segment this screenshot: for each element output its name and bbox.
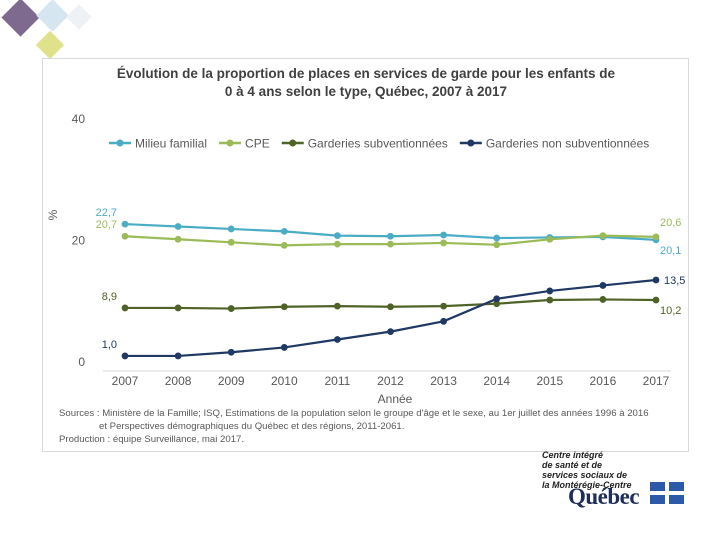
x-tick-label: 2014 xyxy=(483,374,510,388)
source-note: Production : équipe Surveillance, mai 20… xyxy=(59,434,244,445)
logo-line-3: services sociaux de xyxy=(542,470,628,480)
data-label: 8,9 xyxy=(102,291,117,303)
x-tick-label: 2016 xyxy=(590,374,617,388)
source-note: Sources : Ministère de la Famille; ISQ, … xyxy=(59,408,649,419)
legend-label: Garderies subventionnées xyxy=(308,137,448,151)
legend-swatch-marker xyxy=(467,139,475,147)
data-point xyxy=(652,276,660,284)
data-point xyxy=(227,348,235,356)
data-point xyxy=(227,305,235,312)
data-label: 22,7 xyxy=(96,207,117,219)
data-point xyxy=(387,232,394,240)
x-tick-label: 2011 xyxy=(324,374,350,388)
data-point xyxy=(280,241,288,249)
logo-line-2: de santé et de xyxy=(542,460,603,470)
x-tick-label: 2010 xyxy=(271,374,298,388)
legend-label: Milieu familial xyxy=(135,137,207,151)
data-point xyxy=(334,232,341,240)
logo-line-1: Centre intégré xyxy=(542,450,604,460)
legend-label: Garderies non subventionnées xyxy=(486,137,649,151)
x-tick-label: 2013 xyxy=(430,374,457,388)
data-point xyxy=(334,240,341,248)
y-tick-label: 0 xyxy=(78,355,85,369)
data-point xyxy=(280,344,288,351)
data-point xyxy=(227,225,235,233)
quebec-flag-icon xyxy=(650,482,684,504)
logo-line-4: la Montérégie-Centre xyxy=(542,480,632,490)
chart-title-line-2: 0 à 4 ans selon le type, Québec, 2007 à … xyxy=(225,84,507,99)
data-point xyxy=(121,304,129,312)
legend-swatch-marker xyxy=(116,139,124,147)
data-point xyxy=(493,295,501,303)
x-tick-label: 2015 xyxy=(536,374,563,388)
data-label: 10,2 xyxy=(660,305,681,317)
data-point xyxy=(387,303,394,311)
data-point xyxy=(440,239,447,247)
data-point xyxy=(440,317,447,325)
x-axis-label: Année xyxy=(378,392,413,406)
x-tick-label: 2007 xyxy=(112,374,139,388)
data-point xyxy=(174,235,182,243)
data-point xyxy=(599,282,607,289)
data-label: 13,5 xyxy=(664,275,685,287)
data-point xyxy=(121,220,129,228)
data-point xyxy=(121,232,129,240)
data-label: 20,6 xyxy=(660,217,681,229)
data-point xyxy=(174,304,182,312)
data-point xyxy=(334,302,341,310)
legend-label: CPE xyxy=(245,137,270,151)
data-label: 20,7 xyxy=(96,219,117,231)
chart-title-line-1: Évolution de la proportion de places en … xyxy=(117,66,616,81)
data-point xyxy=(334,336,341,343)
x-tick-label: 2012 xyxy=(377,374,404,388)
x-tick-label: 2017 xyxy=(643,374,670,388)
data-point xyxy=(440,302,447,310)
legend-swatch-marker xyxy=(289,139,297,147)
data-label: 20,1 xyxy=(660,245,681,257)
y-tick-label: 40 xyxy=(72,112,86,126)
data-point xyxy=(387,328,394,336)
data-point xyxy=(652,296,660,304)
decorative-diamond-blue xyxy=(36,0,69,32)
data-point xyxy=(174,223,182,230)
data-point xyxy=(546,235,554,243)
line-chart: Évolution de la proportion de places en … xyxy=(46,66,685,445)
data-point xyxy=(227,238,235,246)
x-tick-label: 2008 xyxy=(165,374,192,388)
data-point xyxy=(174,352,182,360)
y-tick-label: 20 xyxy=(72,234,86,248)
source-note: et Perspectives démographiques du Québec… xyxy=(99,421,404,432)
data-point xyxy=(493,300,501,308)
data-point xyxy=(599,296,607,303)
quebec-wordmark: Québec xyxy=(568,484,640,509)
legend-swatch-marker xyxy=(226,139,234,147)
y-axis-label: % xyxy=(46,209,60,220)
data-point xyxy=(546,296,554,304)
data-point xyxy=(121,352,129,360)
series-line xyxy=(125,278,657,358)
decorative-diamond-grey xyxy=(66,4,92,30)
data-point xyxy=(440,231,447,239)
decorative-diamond-green xyxy=(35,30,65,60)
x-tick-label: 2009 xyxy=(218,374,245,388)
data-point xyxy=(652,233,660,241)
data-label: 1,0 xyxy=(102,339,117,351)
data-point xyxy=(599,232,607,240)
ciusss-logo: Centre intégré de santé et de services s… xyxy=(530,450,690,512)
data-point xyxy=(493,241,501,249)
data-point xyxy=(387,240,394,248)
data-point xyxy=(493,234,501,242)
decorative-diamond-purple xyxy=(1,0,40,37)
data-point xyxy=(280,303,288,311)
chart-frame: Évolution de la proportion de places en … xyxy=(42,58,689,452)
data-point xyxy=(546,287,554,295)
data-point xyxy=(280,227,288,235)
